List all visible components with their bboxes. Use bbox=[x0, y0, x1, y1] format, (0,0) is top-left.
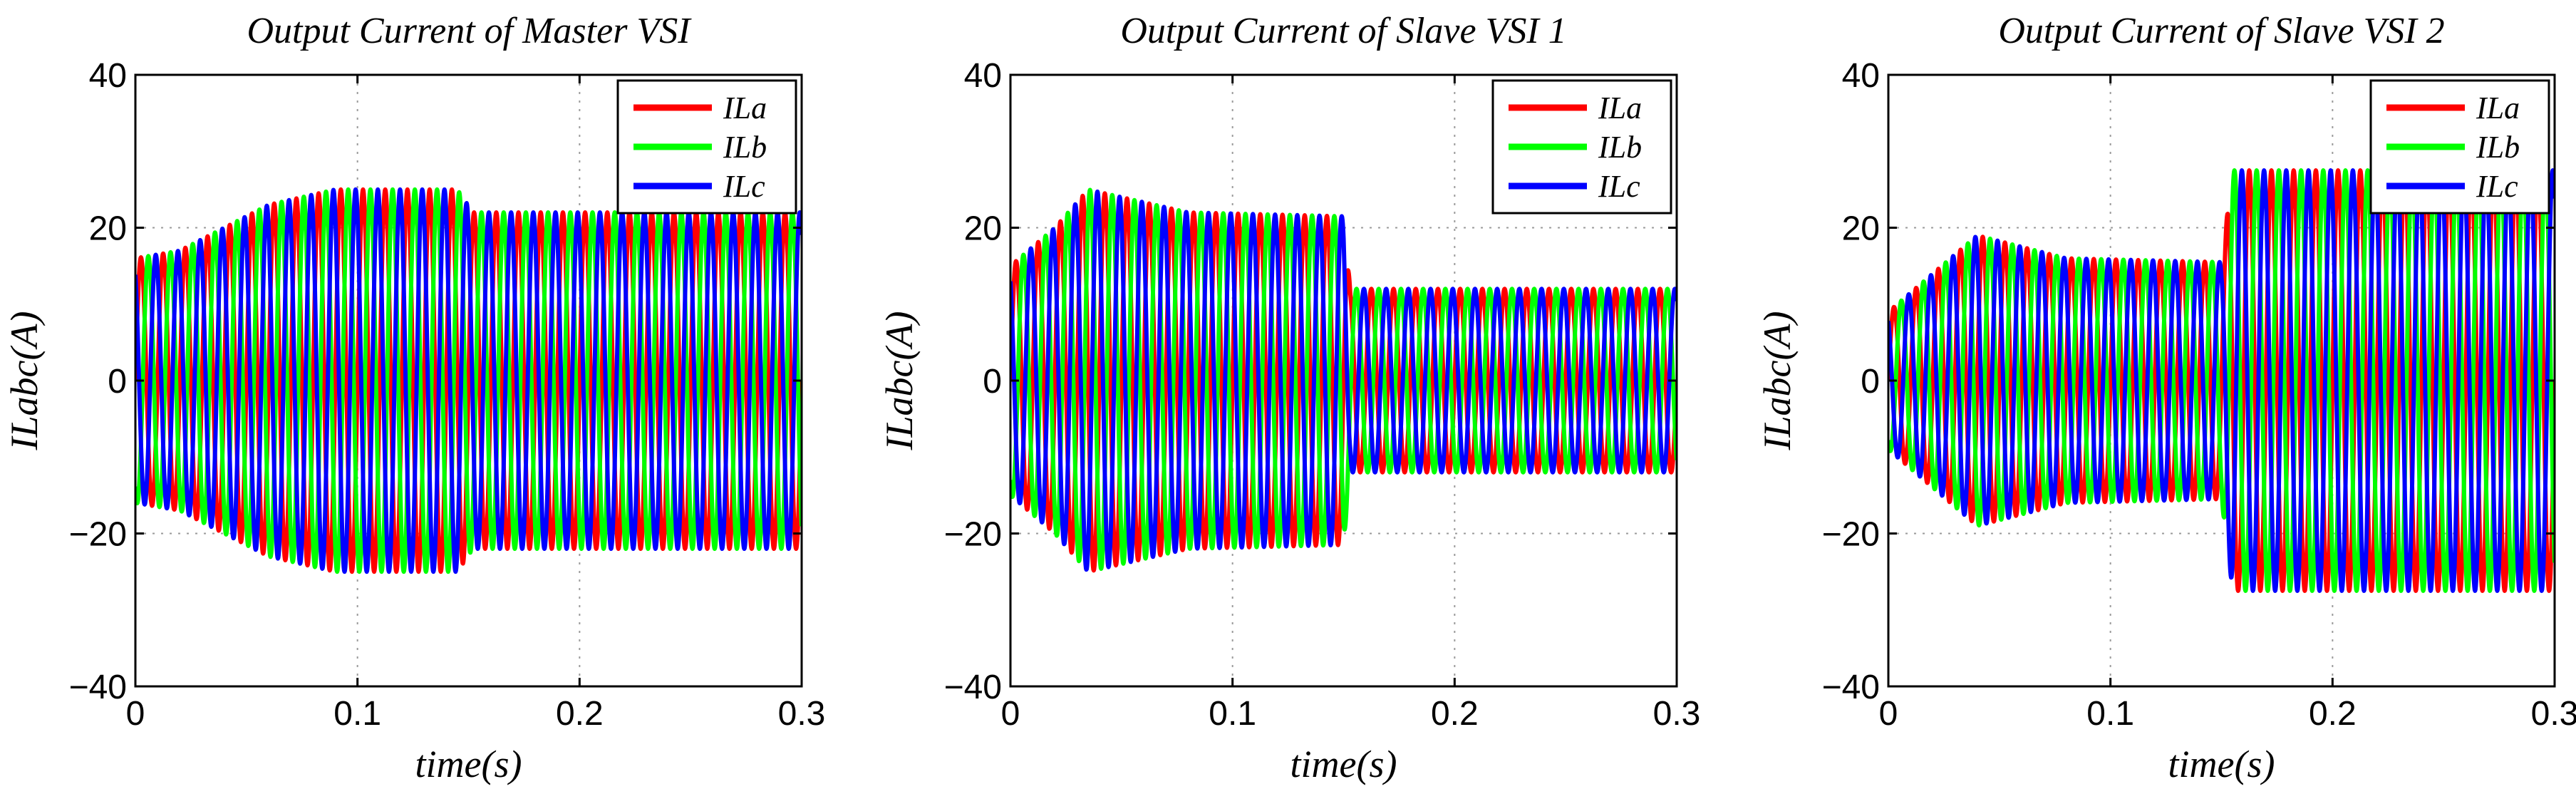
y-tick-label: 0 bbox=[983, 363, 1002, 401]
x-tick-label: 0.2 bbox=[556, 695, 604, 733]
y-tick-label: −40 bbox=[1822, 669, 1880, 706]
chart-title: Output Current of Slave VSI 1 bbox=[1120, 11, 1566, 51]
series-line-ILb bbox=[1010, 187, 1677, 571]
y-tick-label: 40 bbox=[964, 57, 1002, 95]
x-tick-label: 0 bbox=[126, 695, 145, 733]
y-tick-label: −40 bbox=[944, 669, 1002, 706]
x-tick-label: 0.1 bbox=[333, 695, 381, 733]
x-tick-label: 0.3 bbox=[778, 695, 826, 733]
y-axis-label: ILabc(A) bbox=[878, 311, 921, 451]
x-axis-label: time(s) bbox=[2168, 743, 2275, 785]
y-tick-label: −20 bbox=[1822, 516, 1880, 554]
y-tick-label: 20 bbox=[1842, 210, 1880, 248]
legend-label-ILb: ILb bbox=[2476, 130, 2520, 165]
chart-title: Output Current of Master VSI bbox=[247, 11, 692, 51]
legend-label-ILa: ILa bbox=[723, 91, 767, 125]
y-tick-label: 20 bbox=[89, 210, 127, 248]
x-axis-label: time(s) bbox=[415, 743, 522, 785]
y-tick-label: 20 bbox=[964, 210, 1002, 248]
y-axis-label: ILabc(A) bbox=[3, 311, 46, 451]
y-axis-label: ILabc(A) bbox=[1756, 311, 1799, 451]
x-tick-label: 0.3 bbox=[1653, 695, 1701, 733]
chart-title: Output Current of Slave VSI 2 bbox=[1998, 11, 2444, 51]
series-group bbox=[135, 187, 802, 574]
y-tick-label: 40 bbox=[89, 57, 127, 95]
chart-panel-1: 0 0.1 0.2 0.3 −40 −20 0 20 40 Output Current of M… bbox=[3, 11, 825, 785]
x-tick-label: 0.2 bbox=[1431, 695, 1479, 733]
series-line-ILc bbox=[135, 187, 802, 574]
y-tick-label: 0 bbox=[108, 363, 127, 401]
legend-label-ILc: ILc bbox=[723, 169, 765, 204]
x-tick-label: 0 bbox=[1879, 695, 1898, 733]
legend-label-ILb: ILb bbox=[1598, 130, 1642, 165]
legend-label-ILb: ILb bbox=[723, 130, 767, 165]
series-line-ILb bbox=[135, 187, 802, 574]
legend: ILa ILb ILc bbox=[616, 79, 797, 215]
chart-panel-3: 0 0.1 0.2 0.3 −40 −20 0 20 40 Output Current of S… bbox=[1756, 11, 2576, 785]
series-group bbox=[1010, 187, 1677, 573]
y-tick-label: −40 bbox=[69, 669, 127, 706]
series-line-ILa bbox=[1888, 168, 2555, 593]
y-tick-label: 0 bbox=[1861, 363, 1880, 401]
x-tick-label: 0.3 bbox=[2531, 695, 2576, 733]
y-tick-label: −20 bbox=[944, 516, 1002, 554]
legend: ILa ILb ILc bbox=[2369, 79, 2550, 215]
series-line-ILb bbox=[1888, 168, 2555, 593]
legend-label-ILa: ILa bbox=[2476, 91, 2520, 125]
y-tick-label: −20 bbox=[69, 516, 127, 554]
x-tick-label: 0.1 bbox=[1209, 695, 1256, 733]
x-tick-label: 0.1 bbox=[2086, 695, 2134, 733]
series-line-ILa bbox=[135, 187, 802, 574]
legend-label-ILc: ILc bbox=[1598, 169, 1640, 204]
series-line-ILa bbox=[1010, 191, 1677, 573]
x-tick-label: 0 bbox=[1001, 695, 1020, 733]
x-tick-label: 0.2 bbox=[2309, 695, 2357, 733]
series-line-ILc bbox=[1010, 189, 1677, 572]
chart-panel-2: 0 0.1 0.2 0.3 −40 −20 0 20 40 Output Current of S… bbox=[878, 11, 1700, 785]
legend-label-ILc: ILc bbox=[2476, 169, 2518, 204]
legend: ILa ILb ILc bbox=[1491, 79, 1672, 215]
x-axis-label: time(s) bbox=[1290, 743, 1397, 785]
legend-label-ILa: ILa bbox=[1598, 91, 1642, 125]
y-tick-label: 40 bbox=[1842, 57, 1880, 95]
